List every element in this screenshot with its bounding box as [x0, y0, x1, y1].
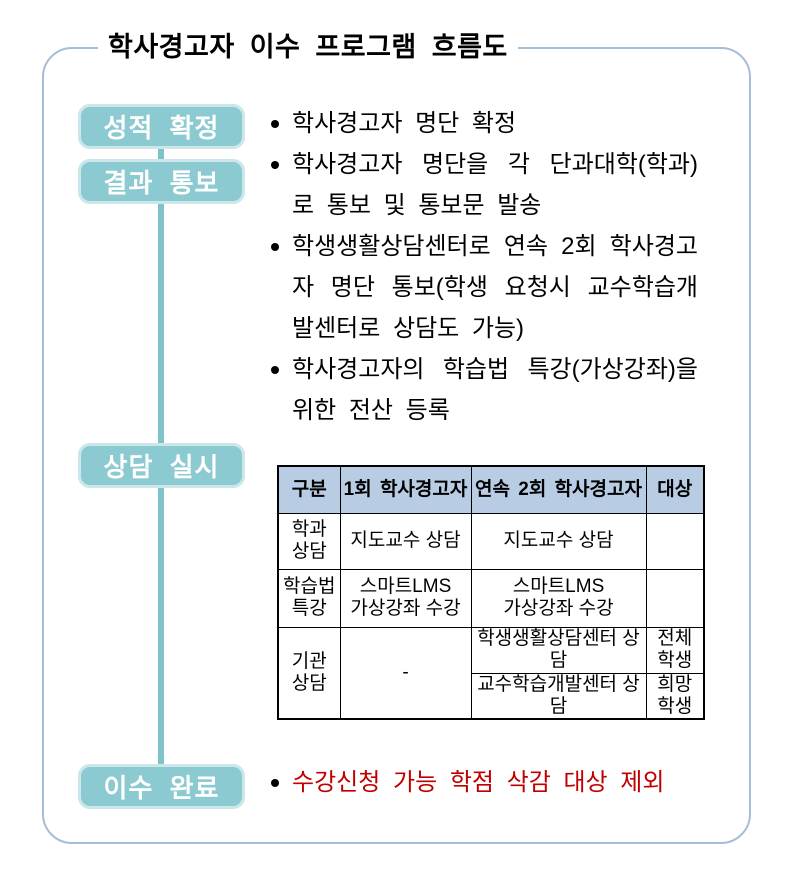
header-cell-first-warning: 1회 학사경고자: [339, 465, 472, 514]
table-cell: 학생생활상담센터 상담: [470, 626, 647, 674]
table-cell: [645, 512, 705, 570]
diagram-title: 학사경고자 이수 프로그램 흐름도: [98, 25, 518, 64]
bullet-icon: [271, 120, 279, 128]
bullet-item: 학사경고자의 학습법 특강(가상강좌)을 위한 전산 등록: [268, 349, 698, 431]
table-cell: 학습법 특강: [277, 568, 341, 628]
step-box-result-notification: 결과 통보: [78, 159, 245, 204]
step-box-grade-confirmation: 성적 확정: [78, 104, 245, 149]
table-cell: 학과 상담: [277, 512, 341, 570]
table-cell: 교수학습개발센터 상담: [470, 672, 647, 720]
step-label: 상담 실시: [103, 452, 220, 482]
header-cell-second-warning: 연속 2회 학사경고자: [470, 465, 647, 514]
table-cell: 스마트LMS 가상강좌 수강: [470, 568, 647, 628]
step-label: 이수 완료: [103, 773, 220, 803]
bullet-item: 학생생활상담센터로 연속 2회 학사경고자 명단 통보(학생 요청시 교수학습개…: [268, 226, 698, 349]
step-box-counseling: 상담 실시: [78, 443, 245, 488]
header-cell-category: 구분: [277, 465, 341, 514]
header-cell-target: 대상: [645, 465, 705, 514]
table-row-dept-counseling: 학과 상담 지도교수 상담 지도교수 상담: [277, 512, 705, 570]
table-row-institution-counseling-1: 기관 상담 - 학생생활상담센터 상담 전체 학생: [277, 626, 705, 720]
bullet-item: 학사경고자 명단을 각 단과대학(학과)로 통보 및 통보문 발송: [268, 144, 698, 226]
notes-step1: 학사경고자 명단 확정: [268, 103, 698, 144]
table-cell: [645, 568, 705, 628]
bullet-icon: [271, 243, 279, 251]
table-cell: 희망 학생: [645, 672, 705, 720]
notes-step4: 수강신청 가능 학점 삭감 대상 제외: [268, 762, 748, 803]
step-label: 결과 통보: [103, 168, 220, 198]
bullet-item: 수강신청 가능 학점 삭감 대상 제외: [268, 762, 748, 803]
table-cell: 스마트LMS 가상강좌 수강: [339, 568, 472, 628]
bullet-icon: [271, 779, 279, 787]
counseling-table: 구분 1회 학사경고자 연속 2회 학사경고자 대상 학과 상담 지도교수 상담…: [277, 465, 705, 720]
red-highlight-text: 수강신청 가능 학점 삭감 대상 제외: [292, 769, 665, 796]
table-cell: 지도교수 상담: [339, 512, 472, 570]
table-row-institution-counseling-2: 교수학습개발센터 상담 희망 학생: [278, 672, 705, 720]
table-row-study-lecture: 학습법 특강 스마트LMS 가상강좌 수강 스마트LMS 가상강좌 수강: [277, 568, 705, 628]
step-label: 성적 확정: [103, 113, 220, 143]
table-cell: -: [339, 626, 472, 720]
bullet-icon: [271, 366, 279, 374]
bullet-icon: [271, 161, 279, 169]
table-cell: 지도교수 상담: [470, 512, 647, 570]
notes-step2: 학사경고자 명단을 각 단과대학(학과)로 통보 및 통보문 발송 학생생활상담…: [268, 144, 698, 431]
table-cell: 기관 상담: [277, 626, 341, 720]
step-box-completion: 이수 완료: [78, 764, 245, 809]
bullet-item: 학사경고자 명단 확정: [268, 103, 698, 144]
table-header-row: 구분 1회 학사경고자 연속 2회 학사경고자 대상: [277, 465, 705, 514]
table-cell: 전체 학생: [645, 626, 705, 674]
